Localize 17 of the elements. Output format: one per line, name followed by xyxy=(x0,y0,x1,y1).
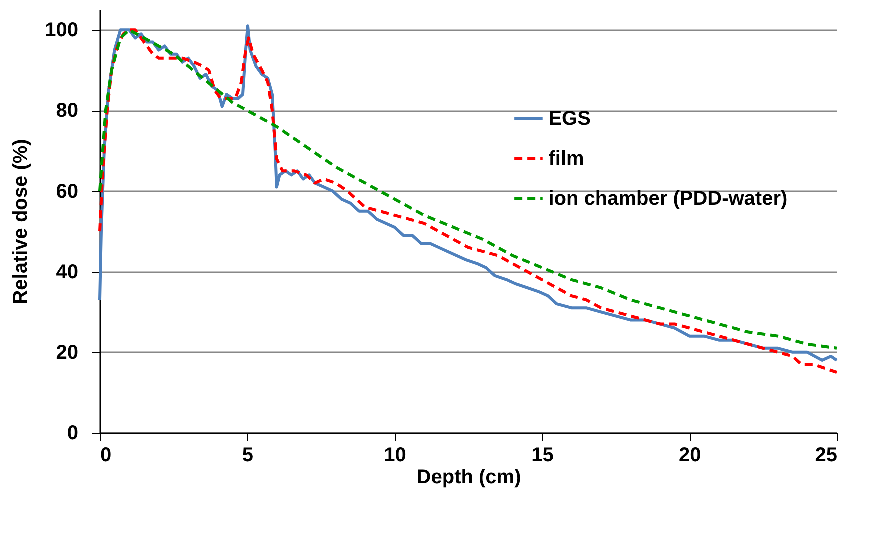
x-tick-label: 25 xyxy=(815,444,838,466)
legend-label: film xyxy=(548,148,584,170)
legend-label: ion chamber (PDD-water) xyxy=(548,188,788,210)
y-tick-label: 20 xyxy=(56,342,78,364)
legend-label: EGS xyxy=(548,108,591,130)
x-tick-label: 0 xyxy=(100,444,112,466)
y-tick-label: 40 xyxy=(56,261,78,284)
x-axis-title: Depth (cm) xyxy=(416,466,522,488)
y-tick-label: 60 xyxy=(56,180,78,203)
y-tick-label: 0 xyxy=(67,422,78,444)
x-tick-label: 5 xyxy=(242,444,254,466)
x-tick-label: 10 xyxy=(384,444,406,466)
y-tick-label: 100 xyxy=(45,20,78,42)
x-tick-label: 15 xyxy=(532,444,554,466)
y-tick-label: 80 xyxy=(56,100,78,122)
x-tick-label: 20 xyxy=(678,444,702,466)
y-axis-title: Relative dose (%) xyxy=(10,139,32,305)
